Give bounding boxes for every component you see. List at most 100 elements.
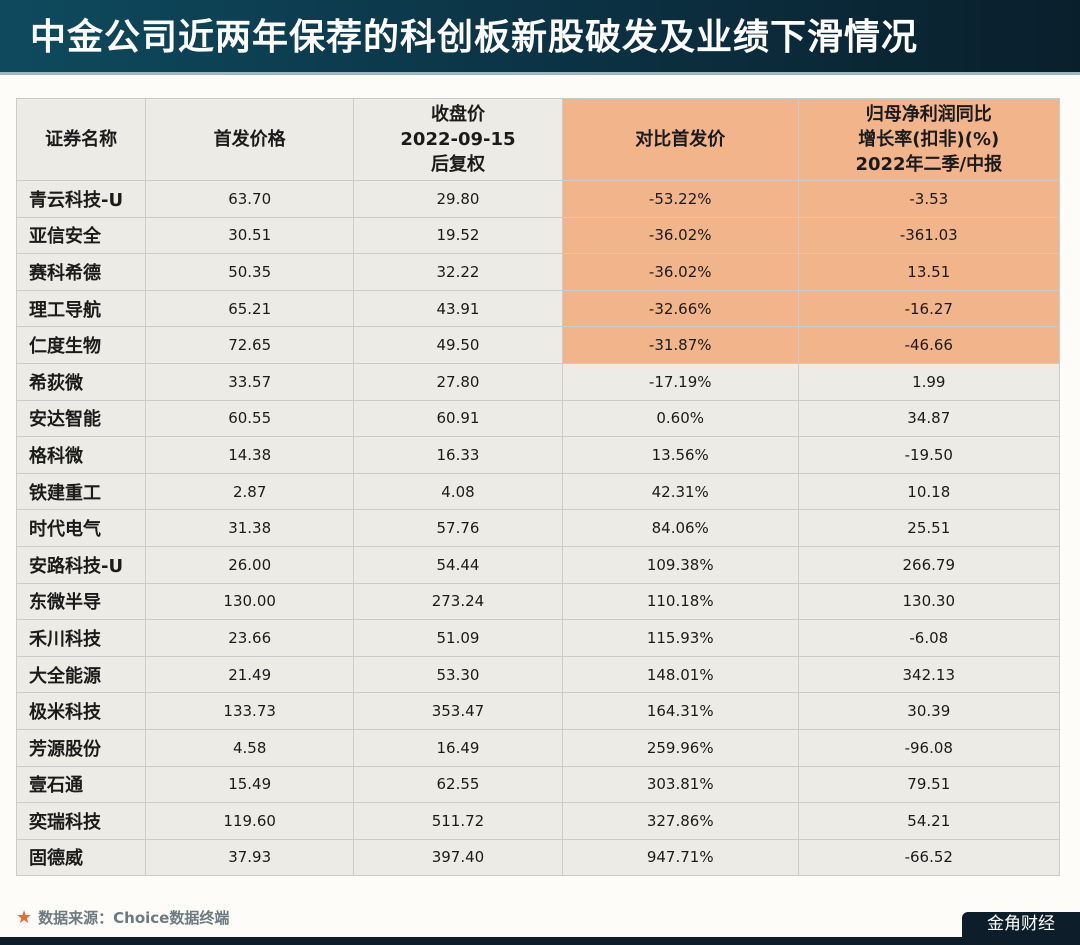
table-cell: 65.21 [145,289,355,328]
table-cell: 60.55 [145,399,355,438]
table-cell: 0.60% [561,399,799,438]
table-cell: 壹石通 [15,765,147,804]
table-cell: 亚信安全 [15,216,147,255]
table-cell: 62.55 [353,765,563,804]
table-cell: 15.49 [145,765,355,804]
table-cell: 芳源股份 [15,728,147,767]
table-cell: 27.80 [353,362,563,401]
table-cell: 42.31% [561,472,799,511]
column-header: 首发价格 [145,98,355,181]
table-cell: 60.91 [353,399,563,438]
table-cell: 133.73 [145,692,355,730]
table-row: 安达智能 60.55 60.91 0.60% 34.87 [15,399,1061,438]
table-cell: 30.51 [145,216,355,255]
table-row: 时代电气 31.38 57.76 84.06% 25.51 [15,509,1061,547]
table-cell: 353.47 [353,692,563,730]
column-header: 归母净利润同比 增长率(扣非)(%) 2022年二季/中报 [797,98,1061,181]
table-cell: -53.22% [561,180,799,218]
table-cell: 84.06% [561,509,799,547]
table-cell: 1.99 [797,362,1061,401]
table-cell: 25.51 [797,509,1061,547]
table-cell: -31.87% [561,326,799,364]
table-row: 赛科希德 50.35 32.22 -36.02% 13.51 [15,253,1061,291]
table-cell: 34.87 [797,399,1061,438]
table-cell: 2.87 [145,472,355,511]
table-cell: 14.38 [145,436,355,474]
data-source: ★ 数据来源：Choice数据终端 [16,907,229,928]
column-header: 收盘价 2022-09-15 后复权 [353,98,563,181]
table-cell: 115.93% [561,619,799,657]
column-header: 对比首发价 [561,98,799,181]
table-cell: 13.51 [797,253,1061,291]
table-cell: 259.96% [561,728,799,767]
table-cell: 铁建重工 [15,472,147,511]
table-cell: 19.52 [353,216,563,255]
table-cell: 31.38 [145,509,355,547]
table-cell: 63.70 [145,180,355,218]
table-cell: 安达智能 [15,399,147,438]
table-cell: 4.08 [353,472,563,511]
table-cell: 164.31% [561,692,799,730]
table-cell: -36.02% [561,253,799,291]
table-cell: -36.02% [561,216,799,255]
table-cell: 东微半导 [15,582,147,621]
table-row: 安路科技-U 26.00 54.44 109.38% 266.79 [15,545,1061,584]
table-cell: 327.86% [561,802,799,840]
table-row: 禾川科技 23.66 51.09 115.93% -6.08 [15,619,1061,657]
table-cell: 29.80 [353,180,563,218]
table-cell: 格科微 [15,436,147,474]
table-cell: -32.66% [561,289,799,328]
table-cell: 130.30 [797,582,1061,621]
table-cell: 固德威 [15,838,147,877]
table-row: 大全能源 21.49 53.30 148.01% 342.13 [15,655,1061,694]
table-cell: 43.91 [353,289,563,328]
table-cell: 时代电气 [15,509,147,547]
table-cell: 青云科技-U [15,180,147,218]
brand-logo: 金角财经 [962,912,1080,937]
table-cell: 53.30 [353,655,563,694]
table-cell: 109.38% [561,545,799,584]
table-cell: 72.65 [145,326,355,364]
table-row: 格科微 14.38 16.33 13.56% -19.50 [15,436,1061,474]
table-cell: 49.50 [353,326,563,364]
table-cell: -46.66 [797,326,1061,364]
table-cell: 54.21 [797,802,1061,840]
bottom-bar [0,937,1080,945]
table-cell: 理工导航 [15,289,147,328]
table-cell: 79.51 [797,765,1061,804]
table-row: 芳源股份 4.58 16.49 259.96% -96.08 [15,728,1061,767]
table-cell: -361.03 [797,216,1061,255]
table-cell: 54.44 [353,545,563,584]
table-cell: 397.40 [353,838,563,877]
table-cell: 266.79 [797,545,1061,584]
table-cell: 110.18% [561,582,799,621]
table-cell: 23.66 [145,619,355,657]
table-cell: 10.18 [797,472,1061,511]
table-cell: 50.35 [145,253,355,291]
table-row: 固德威 37.93 397.40 947.71% -66.52 [15,838,1061,877]
table-cell: 51.09 [353,619,563,657]
table-row: 东微半导 130.00 273.24 110.18% 130.30 [15,582,1061,621]
table-cell: -17.19% [561,362,799,401]
table-cell: 37.93 [145,838,355,877]
table-cell: 大全能源 [15,655,147,694]
table-cell: 16.49 [353,728,563,767]
table-cell: -96.08 [797,728,1061,767]
table-cell: 4.58 [145,728,355,767]
table-row: 青云科技-U 63.70 29.80 -53.22% -3.53 [15,180,1061,218]
table-cell: -19.50 [797,436,1061,474]
table-cell: 13.56% [561,436,799,474]
table-cell: 希荻微 [15,362,147,401]
table-cell: 342.13 [797,655,1061,694]
table-cell: 21.49 [145,655,355,694]
table-cell: 极米科技 [15,692,147,730]
table-cell: 33.57 [145,362,355,401]
table-cell: 148.01% [561,655,799,694]
table-row: 仁度生物 72.65 49.50 -31.87% -46.66 [15,326,1061,364]
table-cell: 273.24 [353,582,563,621]
table-cell: 16.33 [353,436,563,474]
table-cell: 303.81% [561,765,799,804]
table-cell: 947.71% [561,838,799,877]
table-cell: 禾川科技 [15,619,147,657]
table-cell: 安路科技-U [15,545,147,584]
